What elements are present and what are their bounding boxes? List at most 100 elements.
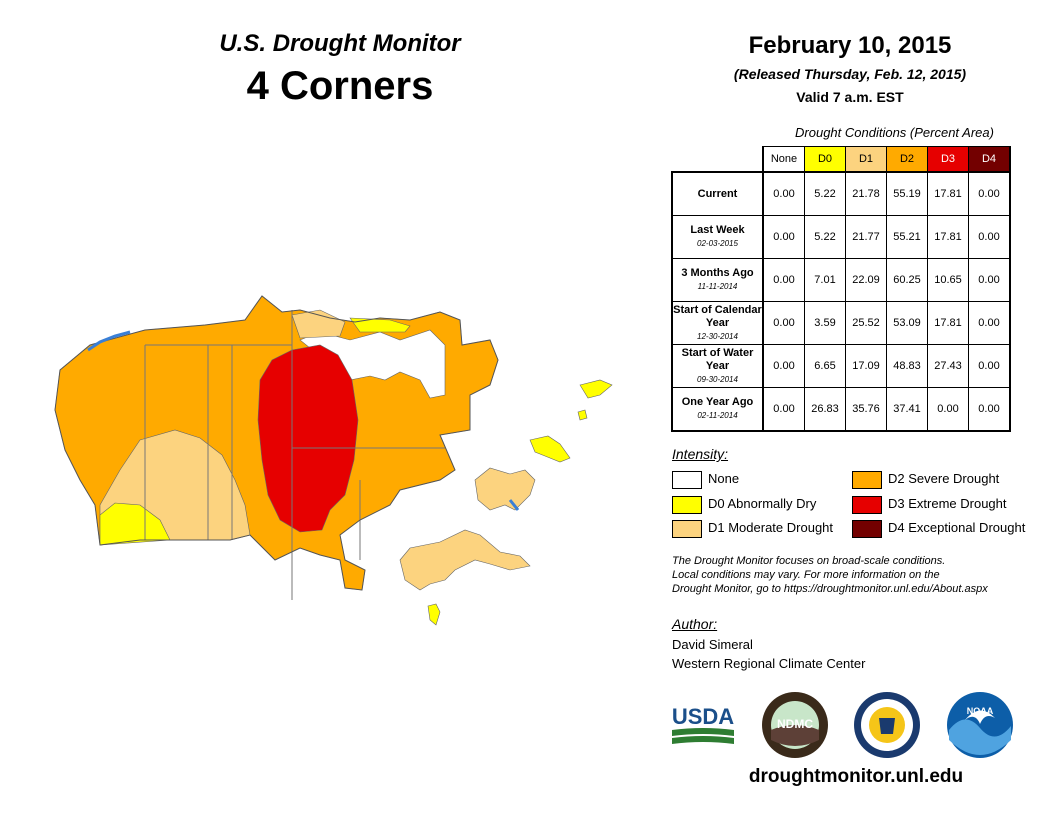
row-label: Start of Water Year 09-30-2014 xyxy=(671,344,764,388)
noaa-logo-text: NOAA xyxy=(967,706,994,716)
table-row: Last Week 02-03-2015 0.00 5.22 21.77 55.2… xyxy=(671,215,1011,259)
cell: 3.59 xyxy=(804,301,846,345)
legend-label: D1 Moderate Drought xyxy=(708,520,834,535)
row-label: One Year Ago 02-11-2014 xyxy=(671,387,764,432)
cell: 22.09 xyxy=(845,258,887,302)
cell: 27.43 xyxy=(927,344,969,388)
row-label-text: One Year Ago xyxy=(681,396,754,408)
table-caption: Drought Conditions (Percent Area) xyxy=(795,125,994,140)
legend-item-none: None xyxy=(672,469,739,489)
cell: 35.76 xyxy=(845,387,887,432)
map-title: U.S. Drought Monitor xyxy=(219,30,461,57)
legend-swatch xyxy=(672,519,702,538)
cell: 0.00 xyxy=(968,387,1011,432)
drought-map xyxy=(54,295,613,626)
cell: 17.81 xyxy=(927,215,969,259)
legend-label: D2 Severe Drought xyxy=(888,471,1000,486)
cell: 26.83 xyxy=(804,387,846,432)
legend-swatch xyxy=(852,519,882,538)
row-date: 12-30-2014 xyxy=(697,331,738,341)
cell: 17.81 xyxy=(927,171,969,216)
cell: 7.01 xyxy=(804,258,846,302)
col-d3: D3 xyxy=(927,146,969,173)
table-row: Start of Calendar Year 12-30-2014 0.00 3.… xyxy=(671,301,1011,345)
map-region-d0-island-small xyxy=(577,409,588,421)
cell: 6.65 xyxy=(804,344,846,388)
cell: 5.22 xyxy=(804,215,846,259)
map-region-d1-north xyxy=(291,309,346,339)
cell: 37.41 xyxy=(886,387,928,432)
row-label-text: Start of Water Year xyxy=(681,346,754,372)
cell: 10.65 xyxy=(927,258,969,302)
legend-label: D4 Exceptional Drought xyxy=(888,520,1026,535)
legend-item-d2: D2 Severe Drought xyxy=(852,469,999,489)
col-none: None xyxy=(762,146,805,173)
legend-title: Intensity: xyxy=(672,446,729,462)
map-region-d1-southeast xyxy=(399,529,531,591)
map-region-d3 xyxy=(257,344,359,533)
col-d1: D1 xyxy=(845,146,887,173)
cell: 0.00 xyxy=(762,215,805,259)
map-region-d0-island-east xyxy=(579,379,613,399)
col-d2: D2 xyxy=(886,146,928,173)
table-corner xyxy=(672,146,764,173)
row-label-text: Current xyxy=(697,187,738,200)
cell: 25.52 xyxy=(845,301,887,345)
legend-item-d0: D0 Abnormally Dry xyxy=(672,494,816,514)
cell: 21.77 xyxy=(845,215,887,259)
river xyxy=(87,330,131,352)
cell: 17.09 xyxy=(845,344,887,388)
cell: 55.21 xyxy=(886,215,928,259)
note-line: Local conditions may vary. For more info… xyxy=(672,569,940,581)
map-outline xyxy=(54,295,499,591)
cell: 53.09 xyxy=(886,301,928,345)
legend-item-d4: D4 Exceptional Drought xyxy=(852,518,1025,538)
commerce-seal xyxy=(854,692,920,758)
legend-label: None xyxy=(708,471,740,486)
cell: 0.00 xyxy=(762,171,805,216)
disclaimer-note: The Drought Monitor focuses on broad-sca… xyxy=(672,554,1042,596)
legend-swatch xyxy=(852,495,882,514)
row-date: 09-30-2014 xyxy=(697,374,738,384)
row-date: 11-11-2014 xyxy=(697,282,738,291)
legend-swatch xyxy=(852,470,882,489)
drought-conditions-table: None D0 D1 D2 D3 D4 Current 0.00 5.22 21… xyxy=(671,146,1011,432)
cell: 0.00 xyxy=(762,258,805,302)
legend-label: D3 Extreme Drought xyxy=(888,496,1007,511)
legend-label: D0 Abnormally Dry xyxy=(708,496,817,511)
row-label-text: 3 Months Ago xyxy=(681,267,754,279)
note-line: Drought Monitor, go to https://droughtmo… xyxy=(672,583,988,595)
cell: 17.81 xyxy=(927,301,969,345)
table-row: Current 0.00 5.22 21.78 55.19 17.81 0.00 xyxy=(671,171,1011,216)
cell: 55.19 xyxy=(886,171,928,216)
row-label: Start of Calendar Year 12-30-2014 xyxy=(671,301,764,345)
cell: 0.00 xyxy=(762,387,805,432)
website-link[interactable]: droughtmonitor.unl.edu xyxy=(748,766,964,787)
cell: 5.22 xyxy=(804,171,846,216)
cell: 0.00 xyxy=(762,344,805,388)
usda-logo-text: USDA xyxy=(672,704,734,729)
usda-logo: USDA xyxy=(672,704,734,744)
noaa-logo: NOAA xyxy=(947,692,1013,758)
author-name: David Simeral xyxy=(672,637,753,652)
author-org: Western Regional Climate Center xyxy=(672,656,866,671)
legend-swatch xyxy=(672,470,702,489)
map-region-d0-cluster xyxy=(529,435,571,463)
cell: 21.78 xyxy=(845,171,887,216)
cell: 0.00 xyxy=(762,301,805,345)
author-label: Author: xyxy=(672,616,718,632)
cell: 0.00 xyxy=(968,258,1011,302)
legend-item-d1: D1 Moderate Drought xyxy=(672,518,833,538)
cell: 48.83 xyxy=(886,344,928,388)
cell: 0.00 xyxy=(968,215,1011,259)
valid-time: Valid 7 a.m. EST xyxy=(796,89,904,105)
table-row: Start of Water Year 09-30-2014 0.00 6.65 … xyxy=(671,344,1011,388)
row-label-text: Last Week xyxy=(690,224,745,236)
ndmc-logo: NDMC xyxy=(762,692,828,758)
row-date: 02-03-2015 xyxy=(697,239,738,248)
cell: 0.00 xyxy=(968,301,1011,345)
legend-item-d3: D3 Extreme Drought xyxy=(852,494,1007,514)
table-header-row: None D0 D1 D2 D3 D4 xyxy=(672,146,1011,173)
cell: 60.25 xyxy=(886,258,928,302)
river-east xyxy=(508,499,520,511)
